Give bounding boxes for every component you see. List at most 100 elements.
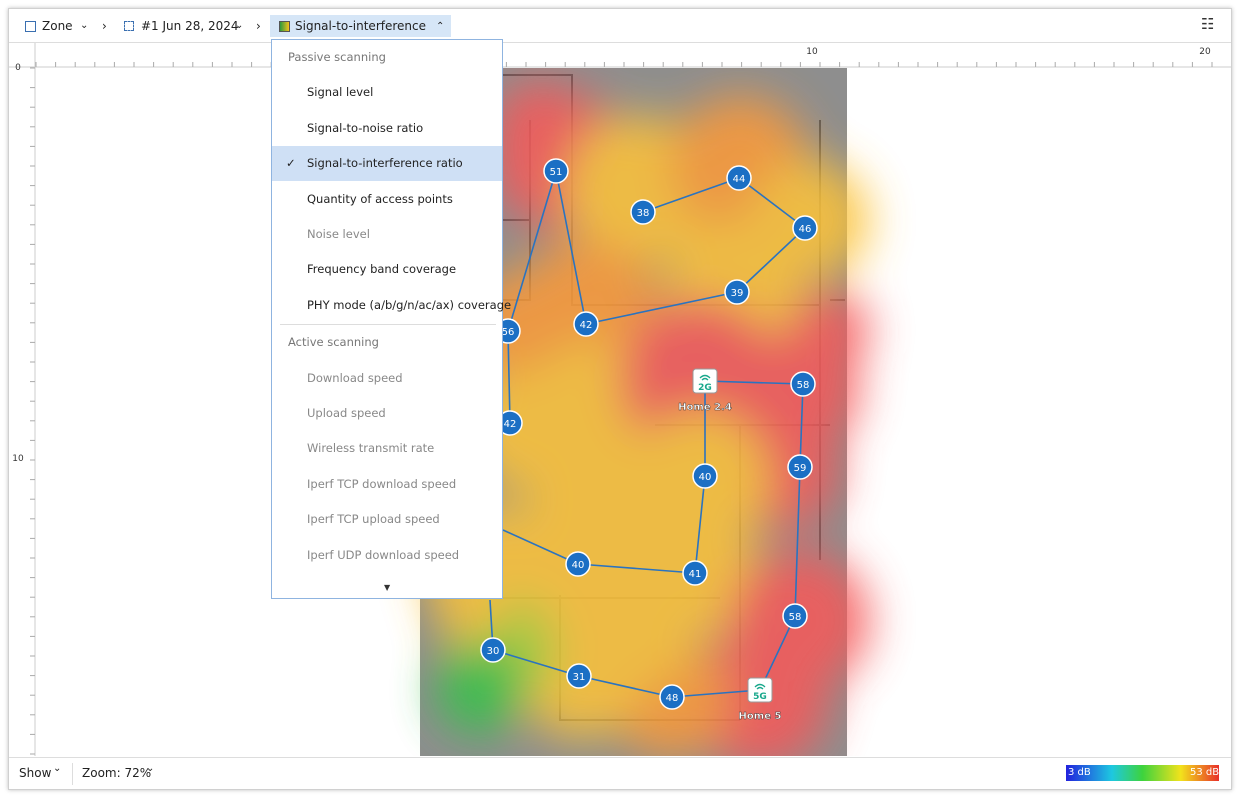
- measurement-point[interactable]: [566, 663, 592, 689]
- measurement-point[interactable]: [573, 311, 599, 337]
- breadcrumb[interactable]: Zone: [42, 19, 73, 33]
- link: [671, 689, 761, 698]
- measurement-point[interactable]: [630, 199, 656, 225]
- link: [507, 170, 557, 332]
- menu-item-label: Upload speed: [307, 406, 386, 420]
- measurement-label: 44: [733, 174, 746, 185]
- separator: ›: [102, 19, 107, 33]
- measurement-label: 42: [504, 419, 517, 430]
- menu-item[interactable]: ✓ Signal-to-interference ratio: [272, 146, 502, 182]
- measurement-point[interactable]: [787, 454, 813, 480]
- measurement-label: 59: [794, 463, 807, 474]
- metric-dropdown: Passive scanning Signal level Signal-to-no…: [271, 39, 511, 599]
- section-title: Active scanning: [288, 335, 379, 350]
- measurement-point[interactable]: [659, 684, 685, 710]
- measurement-point[interactable]: [724, 279, 750, 305]
- measurement-point[interactable]: [792, 215, 818, 241]
- measurement-label: 56: [502, 327, 515, 338]
- link: [507, 330, 511, 424]
- measurement-label: 31: [573, 672, 586, 683]
- measurement-label: 42: [580, 320, 593, 331]
- measurement-label: 46: [799, 224, 812, 235]
- measurement-label: 38: [637, 208, 650, 219]
- chevron-down[interactable]: ⌄: [235, 20, 244, 31]
- measurement-label: 51: [550, 167, 563, 178]
- menu-item-label: Noise level: [307, 227, 370, 241]
- legend-gradient: [1066, 765, 1219, 781]
- show-button[interactable]: Show: [19, 766, 52, 780]
- section-title: Passive scanning: [288, 50, 386, 64]
- measurement-label: 48: [666, 693, 679, 704]
- link: [642, 177, 740, 213]
- measurement-label: 39: [731, 288, 744, 299]
- wifi-icon: [699, 374, 711, 381]
- breadcrumb-active[interactable]: Signal-to-interference ratio⌃: [270, 15, 451, 53]
- measurement-point[interactable]: [543, 158, 569, 184]
- zoom-button[interactable]: Zoom: 72%: [82, 766, 152, 780]
- scroll-arrow[interactable]: ▼: [384, 583, 391, 592]
- separator: [280, 324, 496, 326]
- menu-item[interactable]: PHY mode (a/b/g/n/ac/ax) coverage: [272, 288, 511, 323]
- menu-item: Noise level: [272, 217, 502, 252]
- measurement-point[interactable]: [692, 463, 718, 489]
- heat-blob: [790, 290, 870, 370]
- link: [555, 170, 587, 325]
- ruler-label: 10: [806, 47, 818, 57]
- menu-item-label: Signal level: [307, 85, 374, 100]
- measurement-label: 41: [689, 569, 702, 580]
- measurement-label: 40: [572, 560, 585, 571]
- link: [799, 383, 804, 468]
- menu-item: Download speed: [272, 361, 502, 396]
- chevron-up: ⌃: [436, 21, 445, 32]
- menu-item-label: PHY mode (a/b/g/n/ac/ax) coverage: [307, 297, 512, 312]
- toolbar: Zone ⌄ › #1 Jun 28, 2024 ⌄ › Signal-to-interfe…: [9, 9, 1231, 53]
- legend-max: 53 dB: [1190, 767, 1220, 778]
- link: [502, 529, 579, 565]
- link: [704, 380, 804, 385]
- access-point-icon[interactable]: [692, 368, 718, 394]
- measurement-label: 40: [699, 472, 712, 483]
- settings-button[interactable]: ☷: [1201, 15, 1215, 33]
- menu-item[interactable]: Signal level: [272, 75, 502, 110]
- menu-item[interactable]: Frequency band coverage: [272, 252, 502, 287]
- measurement-point[interactable]: [565, 551, 591, 577]
- links: [489, 170, 806, 698]
- measurement-point[interactable]: [726, 165, 752, 191]
- menu-item-label: Iperf TCP upload speed: [307, 512, 440, 527]
- access-point-badge: 5G: [753, 692, 767, 702]
- menu-item: Iperf TCP upload speed: [272, 502, 502, 537]
- chevron-down[interactable]: ⌄: [80, 20, 89, 31]
- measurement-point[interactable]: [782, 603, 808, 629]
- menu-item-label: Signal-to-noise ratio: [307, 120, 424, 135]
- measurement-point[interactable]: [682, 560, 708, 586]
- plan-icon: [124, 21, 134, 31]
- menu-item-label: Iperf UDP download speed: [307, 547, 460, 562]
- link: [738, 177, 806, 229]
- divider: [72, 763, 73, 785]
- rulers: 10 20 0 10: [9, 43, 1231, 756]
- menu-item-label: Wireless transmit rate: [307, 441, 435, 456]
- breadcrumb[interactable]: #1 Jun 28, 2024: [141, 19, 239, 33]
- access-point-icon[interactable]: [747, 677, 773, 703]
- ruler-label: 10: [12, 454, 24, 464]
- link: [794, 466, 801, 617]
- menu-item[interactable]: Signal-to-noise ratio: [272, 111, 502, 146]
- check-mark: ✓: [286, 156, 296, 171]
- menu-item-label: Quantity of access points: [307, 191, 453, 206]
- ruler-label: 20: [1199, 47, 1211, 57]
- measurement-label: 58: [797, 380, 810, 391]
- link: [585, 291, 738, 325]
- menu-item: Upload speed: [272, 396, 502, 431]
- legend-min: 3 dB: [1068, 767, 1091, 778]
- measurement-point[interactable]: [790, 371, 816, 397]
- menu-item-label: Signal-to-interference ratio: [307, 156, 463, 171]
- menu-item[interactable]: Quantity of access points: [272, 182, 502, 217]
- link: [694, 475, 706, 574]
- measurement-point[interactable]: [480, 637, 506, 663]
- chevron-down: ⌄: [53, 763, 62, 774]
- metric-icon: [279, 21, 290, 32]
- measurement-label: 58: [789, 612, 802, 623]
- access-point-name: Home 5: [739, 711, 782, 722]
